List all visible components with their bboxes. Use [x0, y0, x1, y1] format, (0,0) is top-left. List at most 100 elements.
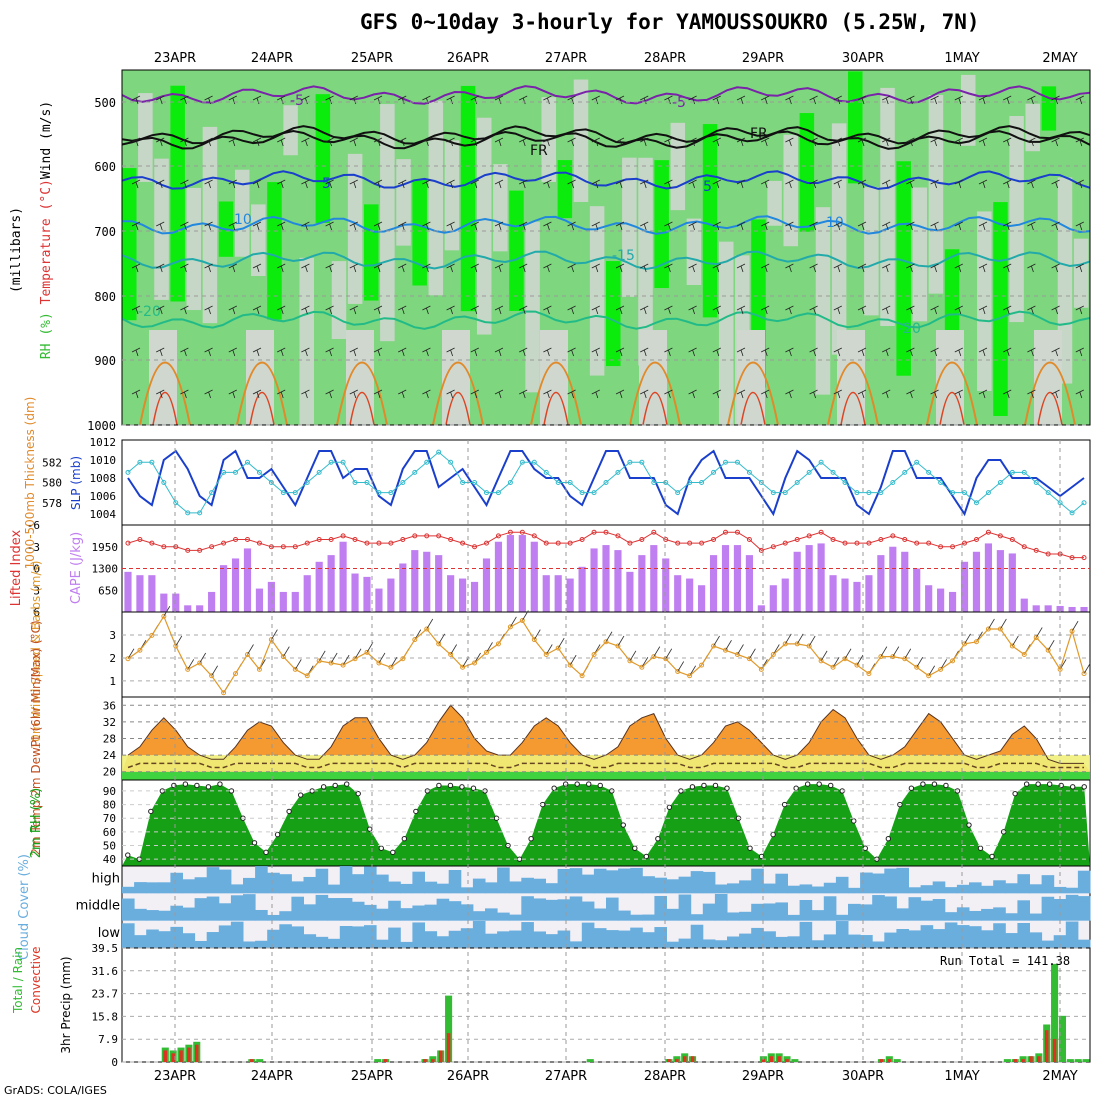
wind-barb	[833, 305, 842, 315]
wind-barb	[373, 305, 383, 315]
wind-barb	[1075, 263, 1084, 273]
wind-barb	[277, 137, 286, 147]
rh2m-point	[263, 849, 269, 856]
rh-patch	[234, 169, 250, 257]
wind-barb	[615, 389, 625, 399]
wind-barb	[131, 263, 141, 273]
wind-barb	[301, 263, 310, 273]
wind10-barb	[737, 644, 744, 655]
cloud-cell	[1017, 874, 1030, 894]
thickness-point	[890, 480, 896, 485]
wind-barb	[1003, 137, 1012, 147]
cloud-cell	[727, 936, 740, 948]
top-date-label: 25APR	[351, 51, 393, 66]
li-point	[149, 540, 155, 546]
wind-barb	[1051, 305, 1060, 315]
wind-barb	[446, 179, 455, 189]
wind-barb	[664, 389, 673, 399]
cloud-cell	[981, 908, 994, 921]
cape-bar	[315, 561, 323, 612]
li-point	[125, 540, 131, 546]
chart-title: GFS 0~10day 3-hourly for YAMOUSSOUKRO (5…	[360, 10, 980, 34]
wind-barb	[373, 221, 383, 231]
wind-barb	[712, 263, 721, 273]
slp-tick: 1010	[90, 454, 117, 467]
temp-contour-minus-5	[121, 85, 1091, 105]
wind-barb	[833, 263, 842, 273]
precip-convective-bar	[769, 1056, 774, 1062]
wind-barb	[567, 95, 576, 105]
precip-tick: 0	[111, 1056, 118, 1069]
cloud-cell	[775, 936, 788, 948]
rh2m-point	[989, 853, 995, 860]
cloud-cell	[436, 883, 450, 894]
li-point	[1009, 537, 1015, 542]
cloud-cell	[472, 920, 486, 948]
wind-barb	[422, 347, 431, 357]
cloud-cell	[255, 909, 268, 921]
cloud-cell	[1029, 884, 1043, 894]
wind-barb	[156, 263, 165, 273]
wind-barb	[1051, 179, 1060, 189]
pressure-tick: 1000	[87, 419, 116, 433]
rh-patch	[799, 113, 815, 232]
wind10-barb	[629, 650, 637, 662]
wind10-point	[388, 664, 394, 670]
cloud-cell	[739, 880, 752, 894]
li-point	[973, 537, 979, 542]
rh-patch	[412, 179, 427, 286]
wind10-barb	[199, 652, 207, 664]
wind-barb	[446, 263, 455, 273]
cloud-cell	[593, 868, 607, 894]
cloud-cell	[351, 874, 365, 894]
contour-label: -5	[290, 93, 304, 109]
li-point	[758, 547, 764, 553]
wind-barb	[978, 179, 988, 189]
cloud-cell	[255, 866, 268, 894]
wind-barb	[228, 305, 237, 315]
precip-convective-bar	[423, 1059, 427, 1062]
cloud-cell	[835, 921, 849, 948]
li-point	[137, 537, 143, 542]
cloud-cell	[799, 884, 813, 894]
thickness-tick: 578	[42, 497, 62, 510]
temp2m-tick: 36	[103, 699, 116, 712]
wind-barb	[640, 263, 649, 273]
wind10-barb	[247, 644, 254, 655]
cape-bar	[960, 561, 969, 612]
wind-barb	[736, 95, 746, 105]
wind10-barb	[784, 633, 792, 645]
temp2m-ylabel: 2m Temp 2m DewPt (6hr Min/Max) (°C)	[29, 620, 43, 855]
wind-barb	[228, 221, 237, 231]
wind-barb	[591, 179, 600, 189]
wind-barb	[761, 347, 770, 357]
rh-patch	[638, 157, 653, 366]
rh2m-point	[1081, 784, 1087, 790]
wind-barb	[422, 137, 431, 147]
bottom-date-label: 28APR	[644, 1069, 686, 1084]
wind-barb	[1003, 389, 1012, 399]
cloud-cell	[521, 896, 534, 921]
wind10-point	[436, 641, 442, 647]
cape-bar	[482, 558, 491, 612]
rh2m-point	[470, 785, 477, 791]
rh2m-point	[205, 784, 212, 790]
temp-contour-25	[1024, 361, 1076, 426]
wind10-barb	[569, 654, 577, 666]
cloud-level-label: low	[98, 926, 121, 941]
cloud-cell	[618, 868, 631, 894]
temp-contour-30	[445, 391, 471, 426]
wind-barb	[712, 347, 721, 357]
cloud-cell	[243, 877, 256, 894]
rh2m-point	[920, 781, 926, 787]
wind10-point	[209, 673, 215, 679]
wind-barb	[664, 95, 673, 105]
cloud-cell	[751, 903, 764, 921]
cloud-cell	[714, 893, 728, 921]
cloud-cell	[400, 908, 413, 921]
rh2m-point	[574, 781, 580, 787]
wind-barb	[833, 389, 842, 399]
thickness-point	[675, 490, 681, 496]
rh2m-point	[436, 782, 442, 789]
wind-barb	[204, 95, 213, 105]
